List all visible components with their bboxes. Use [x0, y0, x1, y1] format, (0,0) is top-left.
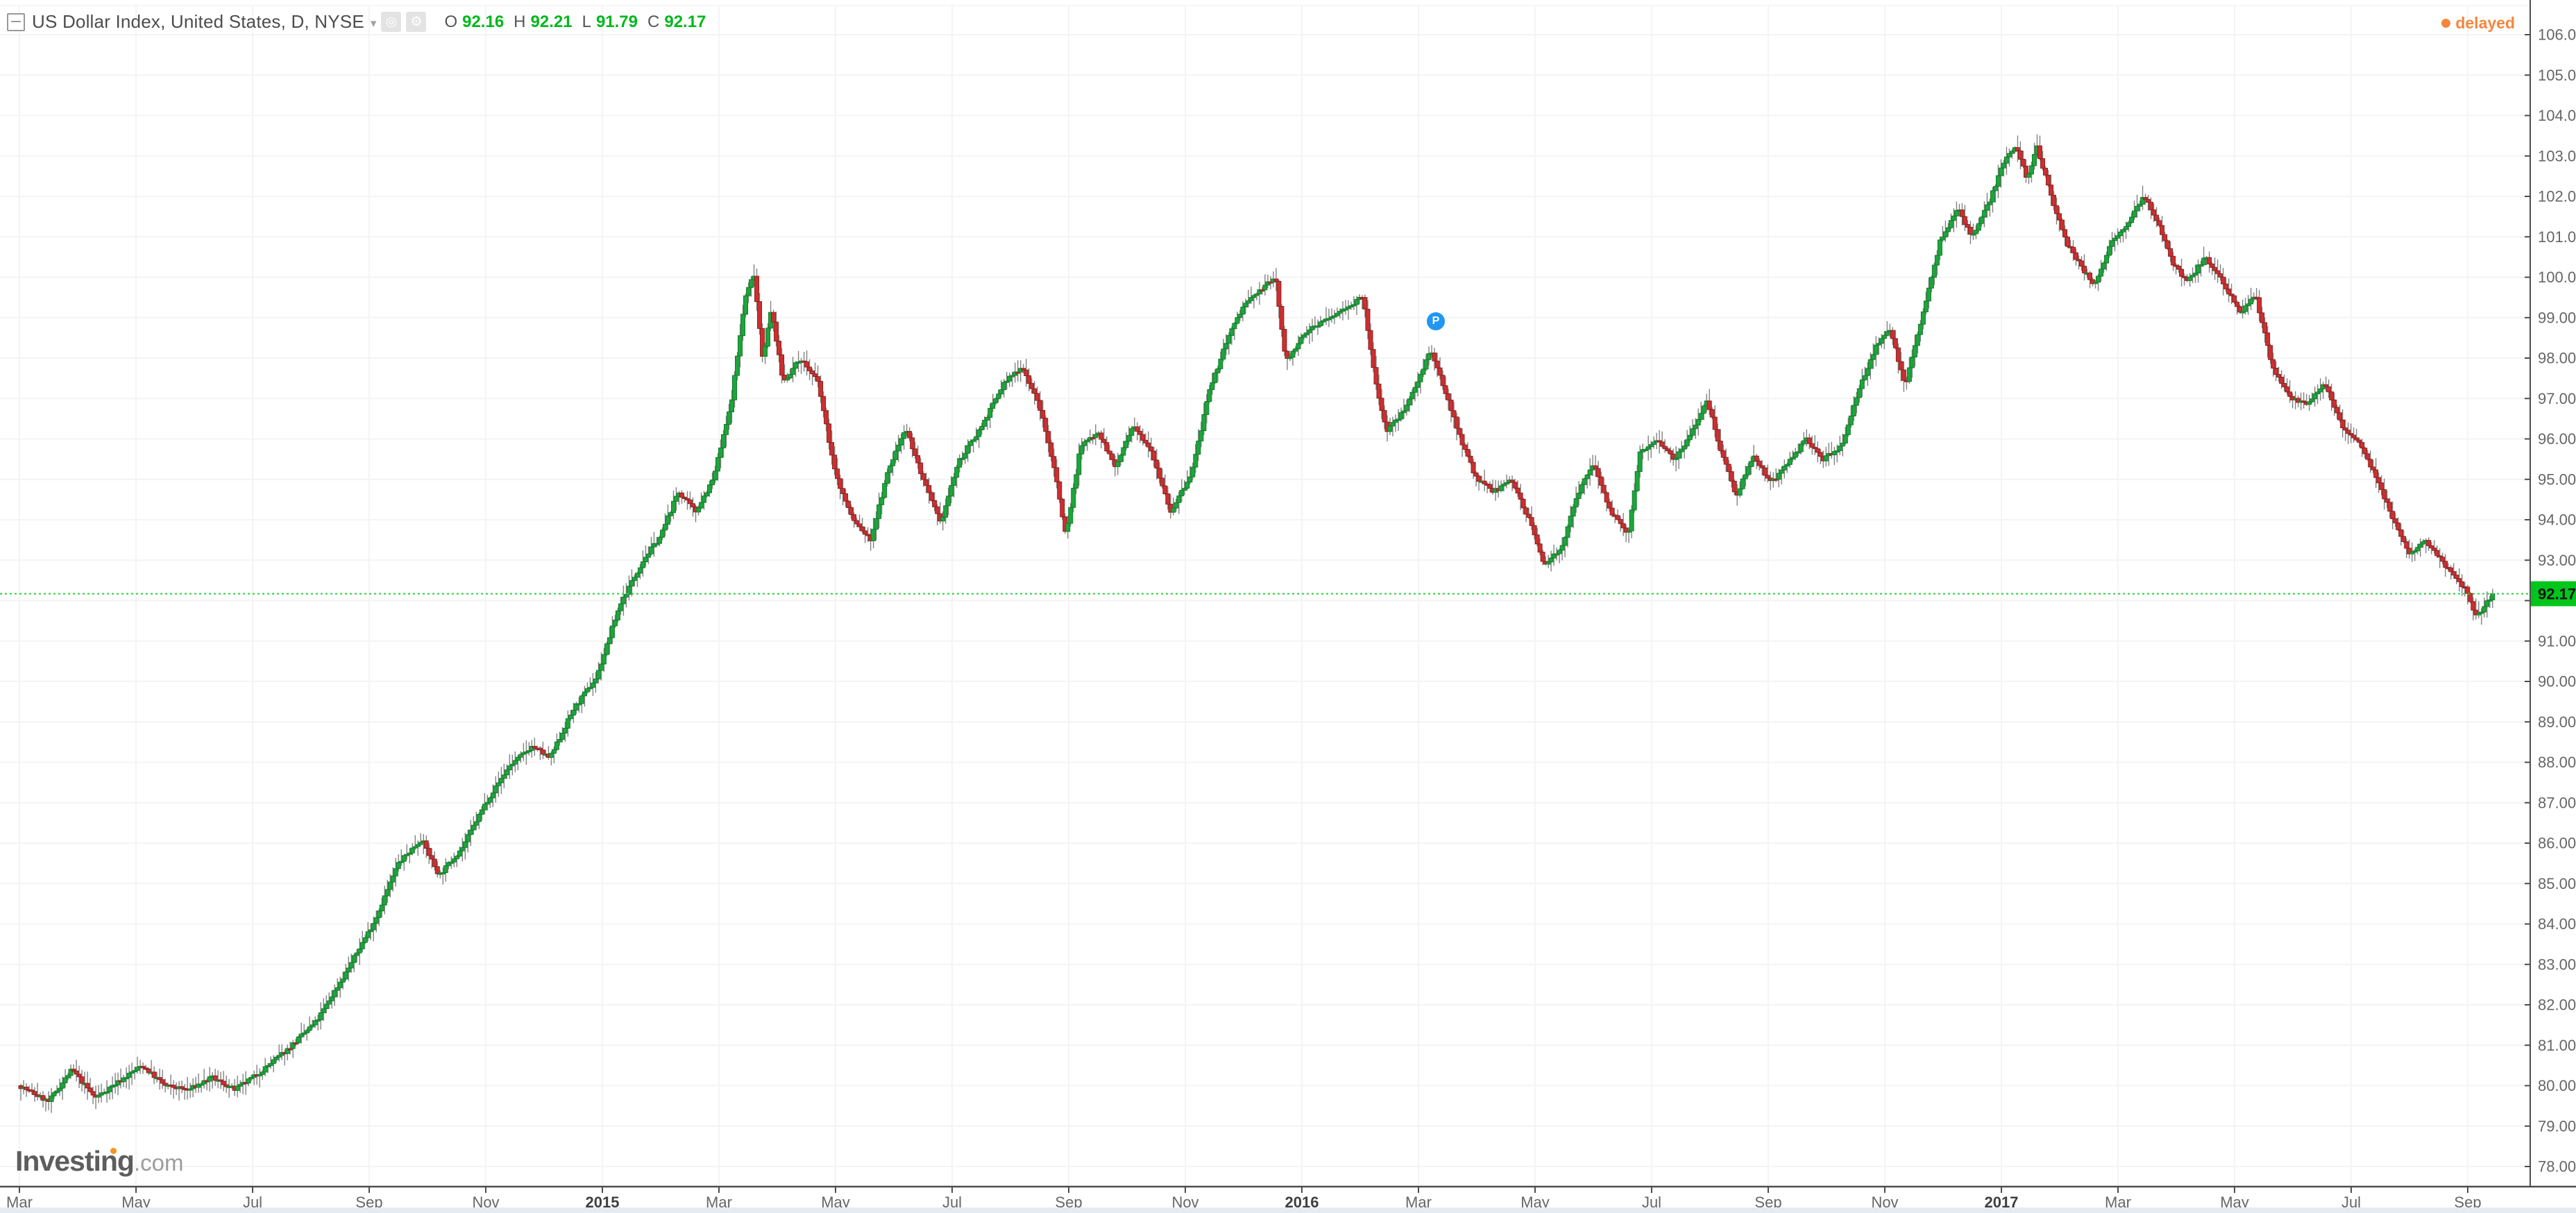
low-label: L: [582, 12, 591, 31]
pin-marker-label: P: [1432, 315, 1440, 327]
open-value: 92.16: [462, 12, 505, 31]
settings-button[interactable]: ⚙: [406, 12, 427, 32]
svg-text:92.17: 92.17: [2538, 585, 2576, 602]
investing-watermark: Investing .com: [15, 1145, 184, 1178]
price-tick-label: 88.00: [2538, 754, 2576, 771]
time-axis[interactable]: Mar May Jul Sep Nov 2015 Mar May Jul Sep Nov 2016 Ma…: [0, 1185, 2576, 1211]
price-tick-label: 106.00: [2538, 26, 2576, 44]
logo-suffix: .com: [133, 1150, 184, 1176]
close-label: C: [647, 12, 660, 31]
price-tick-label: 91.00: [2538, 632, 2576, 650]
symbol-title[interactable]: US Dollar Index, United States, D, NYSE: [32, 11, 364, 32]
target-icon: ◎: [385, 15, 398, 29]
price-tick-label: 96.00: [2538, 430, 2576, 448]
price-tick-label: 103.00: [2538, 147, 2576, 164]
open-label: O: [444, 12, 458, 31]
candlesticks: [18, 134, 2496, 1113]
price-tick-label: 82.00: [2538, 996, 2576, 1014]
price-tick-label: 97.00: [2538, 390, 2576, 407]
high-label: H: [514, 12, 526, 31]
price-tick-label: 102.00: [2538, 188, 2576, 205]
delayed-badge: delayed: [2441, 14, 2515, 33]
bottom-strip: [0, 1207, 2576, 1213]
pin-marker[interactable]: P: [1427, 312, 1445, 330]
high-value: 92.21: [530, 12, 573, 31]
last-price-tag: 92.17: [2531, 581, 2576, 606]
logo-orange-dot: [110, 1148, 117, 1154]
price-tick-label: 86.00: [2538, 835, 2576, 852]
low-value: 91.79: [595, 12, 638, 31]
price-tick-label: 89.00: [2538, 713, 2576, 731]
snapshot-button[interactable]: ◎: [381, 12, 402, 32]
price-tick-label: 94.00: [2538, 511, 2576, 529]
price-tick-label: 83.00: [2538, 956, 2576, 973]
chart-legend: US Dollar Index, United States, D, NYSE …: [7, 11, 706, 33]
price-tick-label: 101.00: [2538, 228, 2576, 246]
close-value: 92.17: [664, 12, 706, 31]
price-tick-label: 85.00: [2538, 875, 2576, 892]
gridlines: [0, 5, 2530, 1187]
price-tick-label: 87.00: [2538, 794, 2576, 811]
price-tick-label: 90.00: [2538, 673, 2576, 690]
price-tick-label: 79.00: [2538, 1117, 2576, 1135]
price-axis[interactable]: 106.00 105.00 104.00 103.00 102.00 101.00 100.…: [2525, 0, 2576, 1187]
ohlc-readout: O 92.16 H 92.21 L 91.79 C 92.17: [444, 12, 706, 32]
delayed-label: delayed: [2455, 14, 2515, 32]
gear-icon: ⚙: [410, 15, 423, 29]
price-tick-label: 81.00: [2538, 1037, 2576, 1054]
price-tick-label: 100.00: [2538, 269, 2576, 286]
delayed-dot-icon: [2441, 19, 2451, 28]
price-tick-label: 98.00: [2538, 350, 2576, 367]
logo-brand: Investing: [15, 1145, 135, 1177]
collapse-legend-icon[interactable]: [7, 12, 25, 31]
price-tick-label: 93.00: [2538, 552, 2576, 569]
price-tick-label: 95.00: [2538, 470, 2576, 488]
price-tick-label: 80.00: [2538, 1077, 2576, 1094]
price-tick-label: 105.00: [2538, 67, 2576, 84]
price-tick-label: 78.00: [2538, 1158, 2576, 1176]
price-tick-label: 99.00: [2538, 309, 2576, 326]
price-tick-label: 84.00: [2538, 915, 2576, 933]
price-tick-label: 104.00: [2538, 107, 2576, 124]
chevron-down-icon[interactable]: ▾: [370, 16, 377, 30]
